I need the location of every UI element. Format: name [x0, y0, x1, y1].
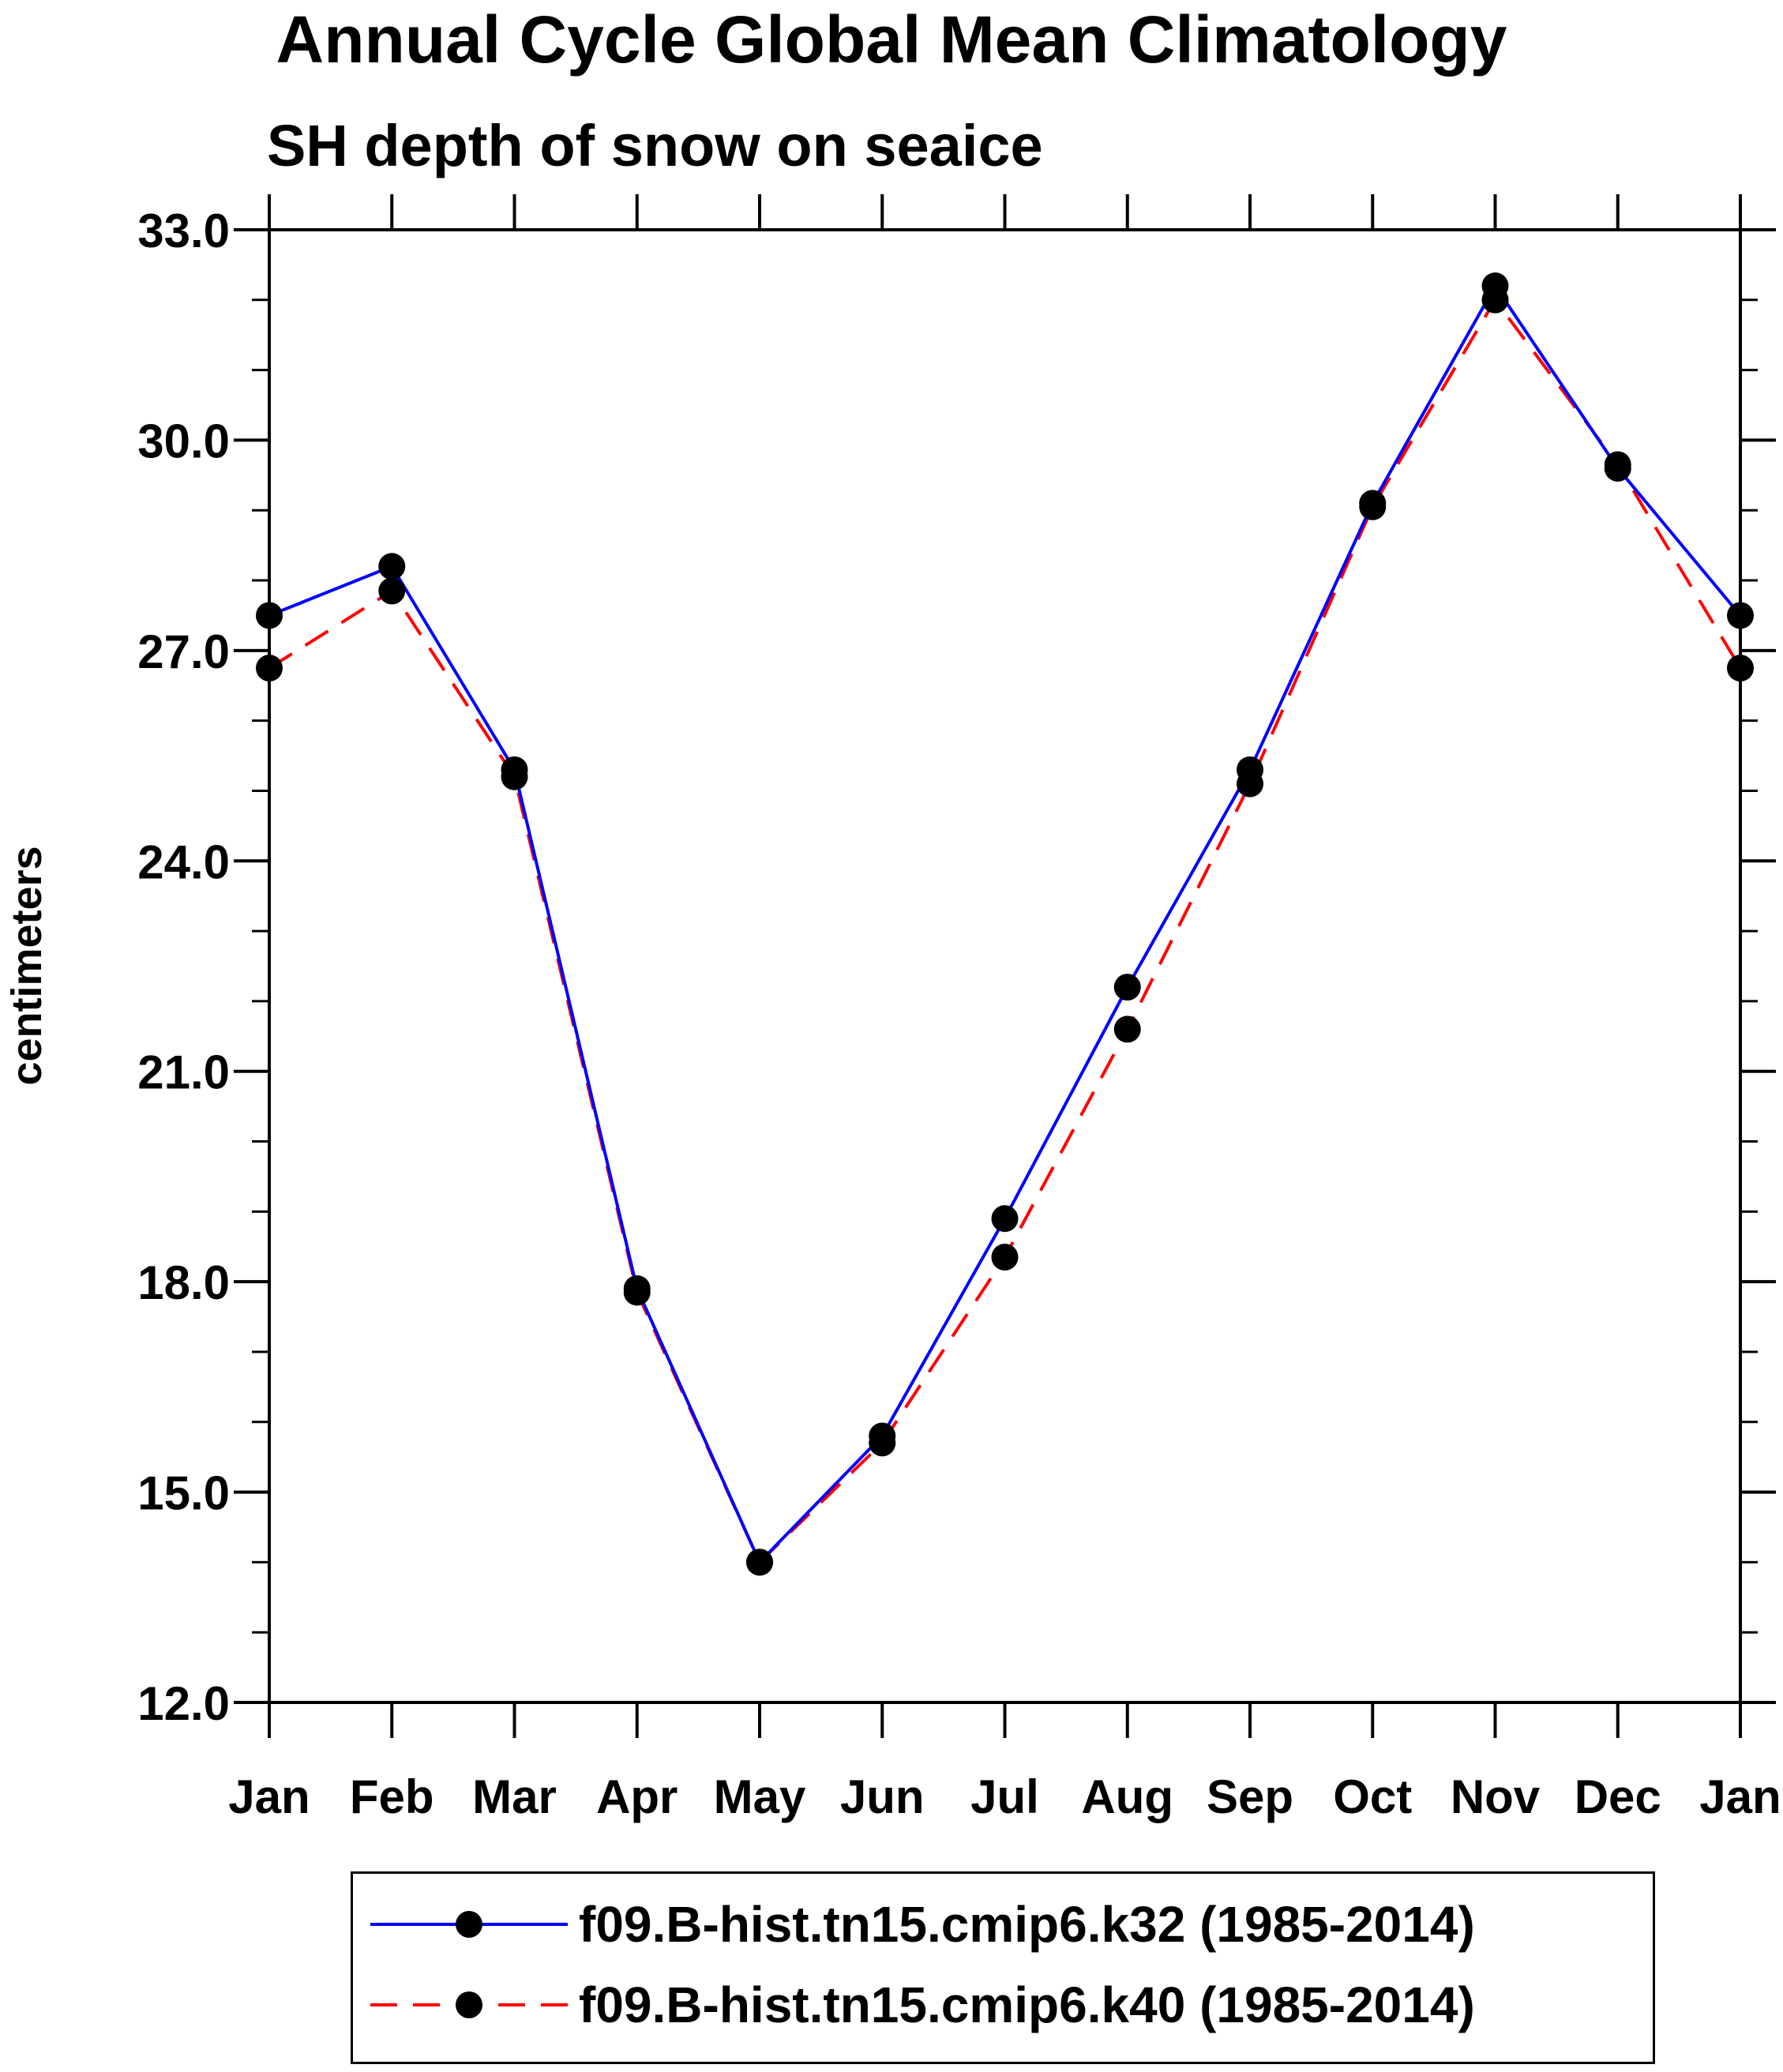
series-point-k32 — [378, 553, 406, 580]
series-point-k40 — [1359, 493, 1387, 520]
x-tick-label: Feb — [350, 1770, 434, 1823]
axis-ticks: 12.0 15.0 18.0 21.0 24.0 27.0 30.0 33.0 Jan Feb Ma… — [137, 194, 1781, 1823]
x-tick-label: Jan — [1699, 1770, 1781, 1823]
series-point-k40 — [746, 1548, 773, 1576]
series-point-k40 — [869, 1429, 896, 1457]
x-tick-label: Nov — [1451, 1770, 1541, 1823]
legend-swatch-k40 — [370, 1991, 568, 2018]
series-point-k32 — [991, 1205, 1019, 1233]
chart-title: Annual Cycle Global Mean Climatology — [276, 2, 1507, 77]
legend-label-k40: f09.B-hist.tn15.cmip6.k40 (1985-2014) — [579, 1976, 1475, 2033]
series-point-k40 — [1113, 1015, 1141, 1043]
x-tick-label: Mar — [472, 1770, 557, 1823]
series-line-k32 — [268, 284, 1742, 1564]
series-point-k40 — [991, 1244, 1019, 1271]
chart-canvas: 12.0 15.0 18.0 21.0 24.0 27.0 30.0 33.0 Jan Feb Ma… — [3, 194, 1781, 1823]
y-tick-label: 27.0 — [137, 625, 230, 678]
x-tick-label: Oct — [1333, 1770, 1412, 1823]
series-layer — [256, 272, 1754, 1576]
y-tick-label: 15.0 — [137, 1467, 230, 1520]
x-tick-label: Jan — [228, 1770, 310, 1823]
series-point-k40 — [1237, 770, 1263, 798]
y-axis-label: centimeters — [3, 846, 51, 1085]
y-tick-label: 33.0 — [137, 205, 230, 257]
y-tick-label: 18.0 — [137, 1256, 230, 1309]
legend-label-k32: f09.B-hist.tn15.cmip6.k32 (1985-2014) — [579, 1896, 1475, 1953]
y-tick-label: 12.0 — [137, 1677, 230, 1730]
y-tick-label: 24.0 — [137, 835, 230, 888]
legend-entry-k40: f09.B-hist.tn15.cmip6.k40 (1985-2014) — [353, 1965, 1653, 2044]
legend-swatch-k32 — [370, 1911, 568, 1938]
chart-subtitle: SH depth of snow on seaice — [267, 113, 1043, 178]
series-point-k40 — [1481, 286, 1509, 313]
series-point-k32 — [1113, 974, 1141, 1001]
y-tick-label: 21.0 — [137, 1046, 230, 1099]
x-tick-label: Sep — [1207, 1770, 1293, 1823]
x-tick-label: Jul — [970, 1770, 1039, 1823]
x-tick-label: Apr — [596, 1770, 678, 1823]
series-point-k40 — [378, 577, 406, 605]
x-tick-label: May — [714, 1770, 806, 1823]
series-line-k40 — [268, 298, 1742, 1564]
series-point-k40 — [501, 763, 528, 790]
legend-entry-k32: f09.B-hist.tn15.cmip6.k32 (1985-2014) — [353, 1885, 1653, 1964]
series-point-k40 — [623, 1278, 651, 1306]
plot-frame — [268, 228, 1742, 1704]
x-tick-label: Aug — [1081, 1770, 1173, 1823]
x-tick-label: Dec — [1575, 1770, 1661, 1823]
legend: f09.B-hist.tn15.cmip6.k32 (1985-2014) f0… — [351, 1871, 1655, 2064]
x-tick-label: Jun — [840, 1770, 925, 1823]
series-point-k40 — [1604, 451, 1631, 479]
y-tick-label: 30.0 — [137, 415, 230, 467]
